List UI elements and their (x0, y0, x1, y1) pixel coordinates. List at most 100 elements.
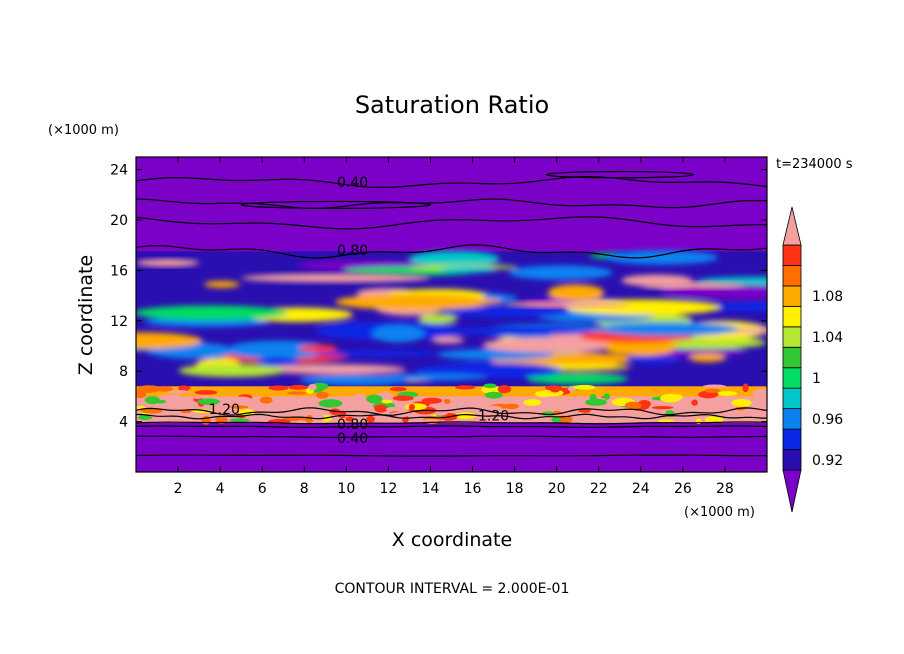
field-cell (389, 386, 407, 392)
contour-line (136, 244, 767, 259)
colorbar-segment (782, 449, 802, 471)
colorbar-lower-extension (782, 469, 802, 513)
field-cell (432, 336, 465, 344)
y-tick-label: 12 (110, 314, 128, 330)
field-cell (167, 390, 191, 394)
field-cell (308, 383, 317, 391)
field-cell (439, 266, 497, 273)
colorbar-segment (782, 346, 802, 369)
field-cell (287, 391, 307, 395)
field-cell (257, 357, 300, 367)
field-cell (194, 390, 218, 395)
contour-line (240, 200, 432, 209)
field-cell (137, 415, 153, 420)
field-cell (418, 314, 458, 324)
field-cell (484, 391, 503, 399)
field-cell (495, 397, 509, 402)
field-cell (197, 398, 220, 405)
field-cell (204, 280, 240, 288)
field-cell (288, 384, 308, 390)
field-cell (624, 401, 642, 410)
x-unit-label: (×1000 m) (684, 505, 755, 520)
field-cell (497, 385, 512, 394)
contour-line (136, 176, 767, 188)
field-cell (345, 416, 354, 422)
contour-line (136, 198, 767, 209)
contour-line (136, 454, 767, 457)
x-tick-label: 4 (216, 481, 225, 497)
colorbar-segment (782, 305, 802, 328)
field-cell (603, 393, 611, 400)
colorbar-segment (782, 387, 802, 410)
y-axis: 4 8 12 16 20 24 (110, 163, 767, 431)
field-cell (268, 385, 289, 391)
field-cell (526, 373, 629, 385)
colorbar-segment (782, 428, 802, 450)
colorbar: 0.92 0.96 1 1.04 1.08 (782, 206, 843, 513)
field-cell (691, 399, 698, 406)
field-cell (354, 393, 365, 399)
field-cell (262, 364, 406, 375)
field-cell (178, 385, 191, 390)
contour-line (136, 421, 767, 425)
field-cell (443, 398, 451, 404)
field-cell (366, 394, 383, 404)
field-cell (504, 301, 631, 308)
field-cell (136, 305, 288, 321)
contour-lines (136, 170, 767, 457)
field-cell (315, 391, 329, 399)
field-cell (742, 383, 749, 393)
field-cell (640, 282, 746, 289)
field-cell (651, 406, 674, 410)
contour-label: 1.20 (478, 408, 509, 424)
colorbar-segment (782, 326, 802, 348)
colorbar-tick-label: 1.04 (812, 330, 843, 346)
x-tick-label: 22 (590, 481, 608, 497)
field-cell (534, 390, 552, 398)
field-cell (370, 373, 488, 381)
colorbar-tick-label: 1 (812, 371, 821, 387)
field-cell (409, 250, 500, 267)
y-tick-label: 16 (110, 263, 128, 279)
contour-line (136, 407, 767, 416)
field-cell (604, 409, 628, 419)
field-cell (598, 322, 739, 337)
field-cell (551, 417, 561, 423)
field-cell (408, 404, 415, 411)
field-cell (657, 419, 675, 423)
field-cell (585, 398, 608, 406)
colorbar-segment (782, 408, 802, 430)
colorbar-tick-label: 1.08 (812, 289, 843, 305)
chart-title: Saturation Ratio (355, 91, 549, 119)
field-cell (702, 384, 727, 389)
contour-label: 0.40 (337, 431, 368, 447)
colorbar-upper-extension (782, 206, 802, 246)
field-cell (371, 324, 425, 343)
field-cell (136, 259, 200, 267)
field-cell (136, 332, 203, 349)
field-cell (578, 409, 593, 413)
field-cell (545, 385, 563, 391)
field-cell (589, 393, 597, 401)
y-tick-label: 24 (110, 163, 128, 179)
contour-label: 0.40 (337, 175, 368, 191)
x-tick-label: 10 (337, 481, 355, 497)
colorbar-segment (782, 244, 802, 266)
contour-label: 0.80 (337, 243, 368, 259)
field-cell (314, 350, 438, 357)
field-cell (298, 344, 337, 353)
field-cell (385, 406, 406, 412)
colorbar-segment (782, 285, 802, 307)
field-cell (229, 405, 249, 409)
field-cell (717, 391, 738, 397)
field-blobs (136, 250, 767, 386)
contour-label: 1.20 (209, 402, 240, 418)
field-cell (155, 386, 173, 392)
field-cell (144, 396, 160, 405)
field-cell (392, 395, 414, 401)
field-cell (705, 388, 720, 393)
colorbar-tick-label: 0.96 (812, 412, 843, 428)
field-cell (508, 265, 613, 280)
contour-label: 0.80 (337, 417, 368, 433)
field-cell (159, 394, 182, 399)
